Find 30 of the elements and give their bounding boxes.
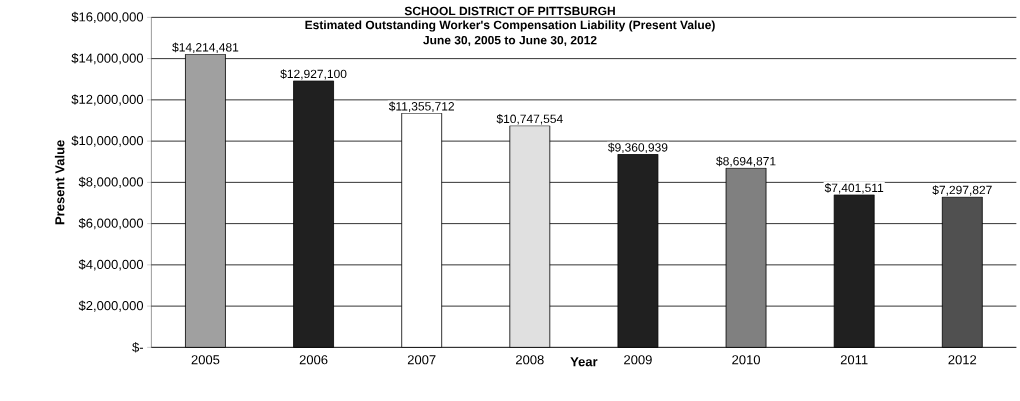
y-tick-label: $14,000,000 [71,52,144,65]
y-axis-title: Present Value [54,140,65,225]
chart-title: SCHOOL DISTRICT OF PITTSBURGH [404,6,615,16]
x-tick-label: 2012 [948,355,977,365]
x-tick-label: 2006 [299,355,328,365]
data-label: $14,214,481 [172,42,239,53]
y-tick-label: $6,000,000 [78,217,144,230]
data-label: $10,747,554 [496,114,563,125]
chart-subtitle: Estimated Outstanding Worker's Compensation Liability (Present Value) [305,20,715,32]
x-tick-label: 2011 [840,355,868,365]
y-tick-label: $4,000,000 [78,259,144,271]
x-axis-title: Year [570,357,598,367]
x-tick-label: 2007 [407,355,436,365]
data-label: $9,360,939 [608,142,668,154]
y-tick-label: $- [132,342,143,353]
x-tick-label: 2010 [732,355,761,365]
data-label: $8,694,871 [716,156,776,167]
x-tick-label: 2009 [624,355,652,365]
y-tick-label: $10,000,000 [71,135,144,147]
x-tick-label: 2008 [516,355,544,365]
y-tick-label: $2,000,000 [78,300,144,312]
y-tick-label: $8,000,000 [78,176,144,189]
data-label: $7,297,827 [932,185,992,196]
x-tick-label: 2005 [191,355,220,365]
annotation: June 30, 2005 to June 30, 2012 [423,35,597,47]
data-label: $12,927,100 [280,69,347,80]
data-label: $11,355,712 [388,101,454,112]
y-tick-label: $16,000,000 [71,11,144,24]
y-tick-label: $12,000,000 [71,94,144,106]
data-label: $7,401,511 [824,183,884,194]
